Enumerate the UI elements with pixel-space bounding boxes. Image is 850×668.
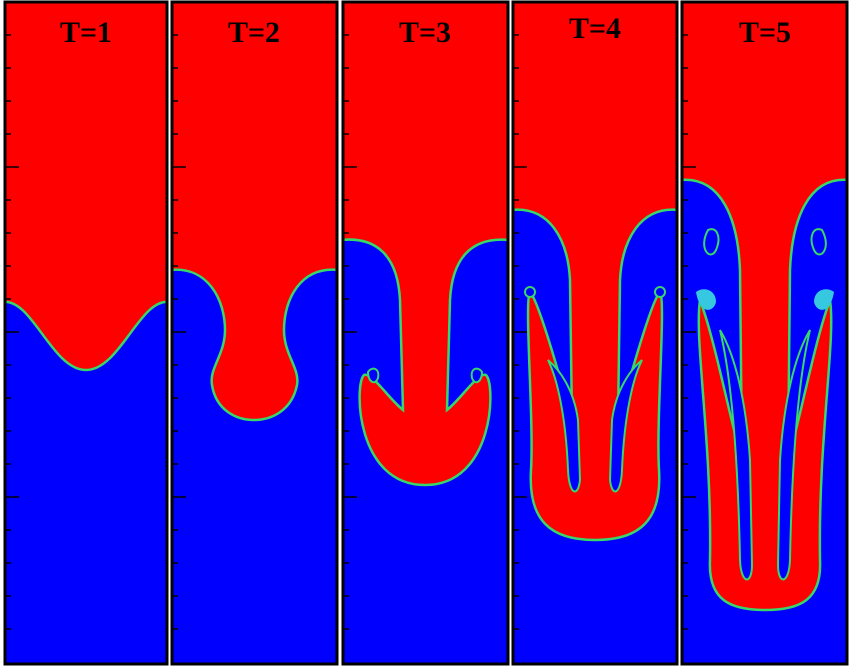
finger [719,329,754,581]
vortex [654,286,666,298]
vortex [703,228,720,256]
panel-frame [511,0,679,666]
panel-frame [341,0,510,666]
finger [608,359,643,493]
panel [343,2,508,664]
tick-marks [5,34,696,630]
panel [682,2,847,664]
heavy-fluid [343,2,508,487]
panel-frame [680,0,849,666]
panel-label: T=3 [399,16,451,49]
panel-frame [170,0,339,666]
panel-frame [3,0,169,666]
vortex-core [814,289,834,310]
panel-label: T=1 [60,16,112,49]
finger [776,329,811,581]
heavy-fluid [172,2,337,422]
panel [5,2,167,664]
vortex [524,286,536,298]
vortex [810,228,827,256]
panel [513,2,677,664]
panel-label: T=2 [228,16,280,49]
panel [172,2,337,664]
panel-label: T=5 [739,16,791,49]
vortex-core [696,289,716,310]
finger [547,359,582,493]
heavy-fluid [5,2,167,372]
panel-label: T=4 [569,12,621,45]
vortex [470,367,484,384]
vortex [366,367,380,384]
